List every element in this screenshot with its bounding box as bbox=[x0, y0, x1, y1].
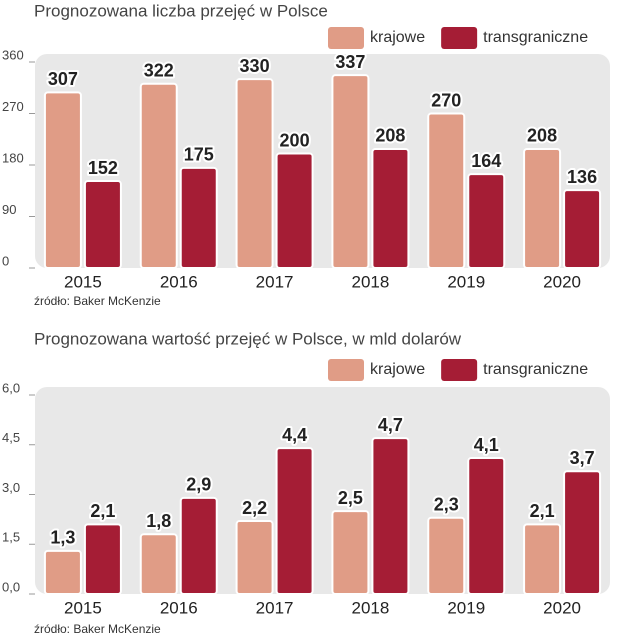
data-label: 200 bbox=[280, 130, 310, 150]
y-tick-label: 360 bbox=[2, 47, 24, 62]
x-tick-label: 2017 bbox=[256, 272, 294, 291]
legend-label: transgraniczne bbox=[483, 361, 588, 378]
bar bbox=[467, 173, 506, 269]
bar bbox=[43, 91, 82, 269]
data-label: 208 bbox=[527, 126, 557, 146]
bar bbox=[427, 112, 466, 269]
legend-swatch bbox=[328, 27, 364, 49]
y-tick-label: 180 bbox=[2, 150, 24, 165]
y-tick-label: 4,5 bbox=[2, 430, 20, 445]
x-tick-label: 2019 bbox=[447, 598, 485, 617]
y-tick-label: 1,5 bbox=[2, 530, 20, 545]
y-tick-label: 90 bbox=[2, 202, 16, 217]
y-tick-label: 0,0 bbox=[2, 579, 20, 594]
chart-title: Prognozowana liczba przejęć w Polsce bbox=[34, 1, 328, 20]
data-label: 4,4 bbox=[282, 425, 307, 445]
bar bbox=[235, 78, 274, 269]
bar bbox=[275, 152, 314, 269]
data-label: 152 bbox=[88, 158, 118, 178]
x-tick-label: 2016 bbox=[160, 598, 198, 617]
data-label: 322 bbox=[144, 60, 174, 80]
y-tick-label: 270 bbox=[2, 99, 24, 114]
bar bbox=[275, 447, 314, 596]
x-tick-label: 2019 bbox=[447, 272, 485, 291]
data-label: 1,3 bbox=[50, 528, 75, 548]
legend-swatch bbox=[441, 359, 478, 381]
y-tick-label: 6,0 bbox=[2, 380, 20, 395]
bar bbox=[523, 147, 562, 270]
bar bbox=[43, 549, 82, 596]
chart-title: Prognozowana wartość przejęć w Polsce, w… bbox=[34, 329, 462, 348]
x-tick-label: 2017 bbox=[256, 598, 294, 617]
source-note: źródło: Baker McKenzie bbox=[34, 622, 161, 636]
bar bbox=[563, 189, 602, 269]
bar bbox=[523, 523, 562, 595]
x-tick-label: 2016 bbox=[160, 272, 198, 291]
data-label: 208 bbox=[375, 126, 405, 146]
data-label: 2,3 bbox=[434, 494, 459, 514]
bar bbox=[235, 520, 274, 595]
legend-label: krajowe bbox=[370, 361, 425, 378]
bar bbox=[563, 470, 602, 595]
x-tick-label: 2020 bbox=[543, 598, 581, 617]
x-tick-label: 2018 bbox=[352, 272, 390, 291]
bar bbox=[427, 516, 466, 596]
x-tick-label: 2020 bbox=[543, 272, 581, 291]
bar bbox=[139, 82, 178, 269]
bar bbox=[179, 166, 218, 269]
x-tick-label: 2015 bbox=[64, 598, 102, 617]
bar bbox=[371, 437, 410, 595]
bar bbox=[331, 74, 370, 269]
legend-label: krajowe bbox=[370, 29, 425, 46]
source-note: źródło: Baker McKenzie bbox=[34, 294, 161, 308]
data-label: 307 bbox=[48, 69, 78, 89]
data-label: 330 bbox=[240, 56, 270, 76]
legend-label: transgraniczne bbox=[483, 29, 588, 46]
bar bbox=[467, 457, 506, 595]
data-label: 3,7 bbox=[570, 448, 595, 468]
data-label: 2,5 bbox=[338, 488, 363, 508]
x-tick-label: 2015 bbox=[64, 272, 102, 291]
x-tick-label: 2018 bbox=[352, 598, 390, 617]
legend-swatch bbox=[328, 359, 364, 381]
data-label: 175 bbox=[184, 145, 214, 165]
plot-background bbox=[35, 387, 610, 594]
data-label: 1,8 bbox=[146, 511, 171, 531]
data-label: 270 bbox=[431, 90, 461, 110]
bar bbox=[331, 510, 370, 596]
data-label: 164 bbox=[471, 151, 501, 171]
bar bbox=[83, 180, 122, 269]
plot-background bbox=[35, 54, 610, 268]
y-tick-label: 3,0 bbox=[2, 480, 20, 495]
bar bbox=[139, 533, 178, 595]
data-label: 2,1 bbox=[530, 501, 555, 521]
data-label: 2,9 bbox=[186, 475, 211, 495]
data-label: 2,1 bbox=[90, 501, 115, 521]
bar bbox=[83, 523, 122, 595]
data-label: 4,7 bbox=[378, 415, 403, 435]
bar bbox=[179, 496, 218, 596]
data-label: 337 bbox=[335, 52, 365, 72]
bar bbox=[371, 147, 410, 270]
data-label: 136 bbox=[567, 167, 597, 187]
data-label: 2,2 bbox=[242, 498, 267, 518]
legend-swatch bbox=[441, 27, 478, 49]
data-label: 4,1 bbox=[474, 435, 499, 455]
y-tick-label: 0 bbox=[2, 253, 9, 268]
